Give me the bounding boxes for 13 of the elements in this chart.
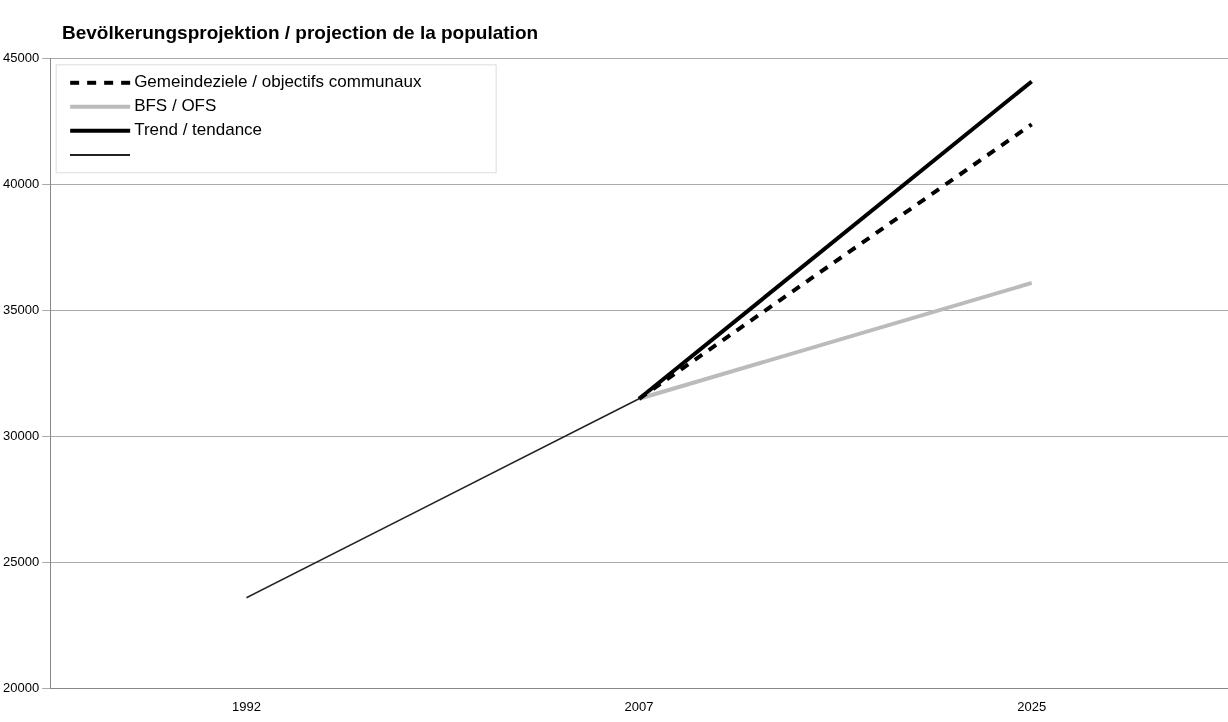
x-tick-label: 2025	[1017, 698, 1047, 714]
chart-title: Bevölkerungsprojektion / projection de la population	[62, 22, 539, 44]
y-tick-label: 35000	[2, 302, 40, 318]
y-tick-label: 40000	[2, 176, 40, 192]
y-tick-label: 25000	[2, 554, 40, 570]
legend-label: BFS / OFS	[134, 96, 217, 116]
y-tick-label: 20000	[2, 679, 40, 695]
y-tick-label: 30000	[2, 428, 40, 444]
y-tick-label: 45000	[2, 50, 40, 66]
x-tick-label: 2007	[624, 698, 654, 714]
legend-label: Gemeindeziele / objectifs communaux	[134, 72, 422, 92]
legend-label: Trend / tendance	[134, 120, 263, 140]
x-tick-label: 1992	[232, 698, 261, 714]
